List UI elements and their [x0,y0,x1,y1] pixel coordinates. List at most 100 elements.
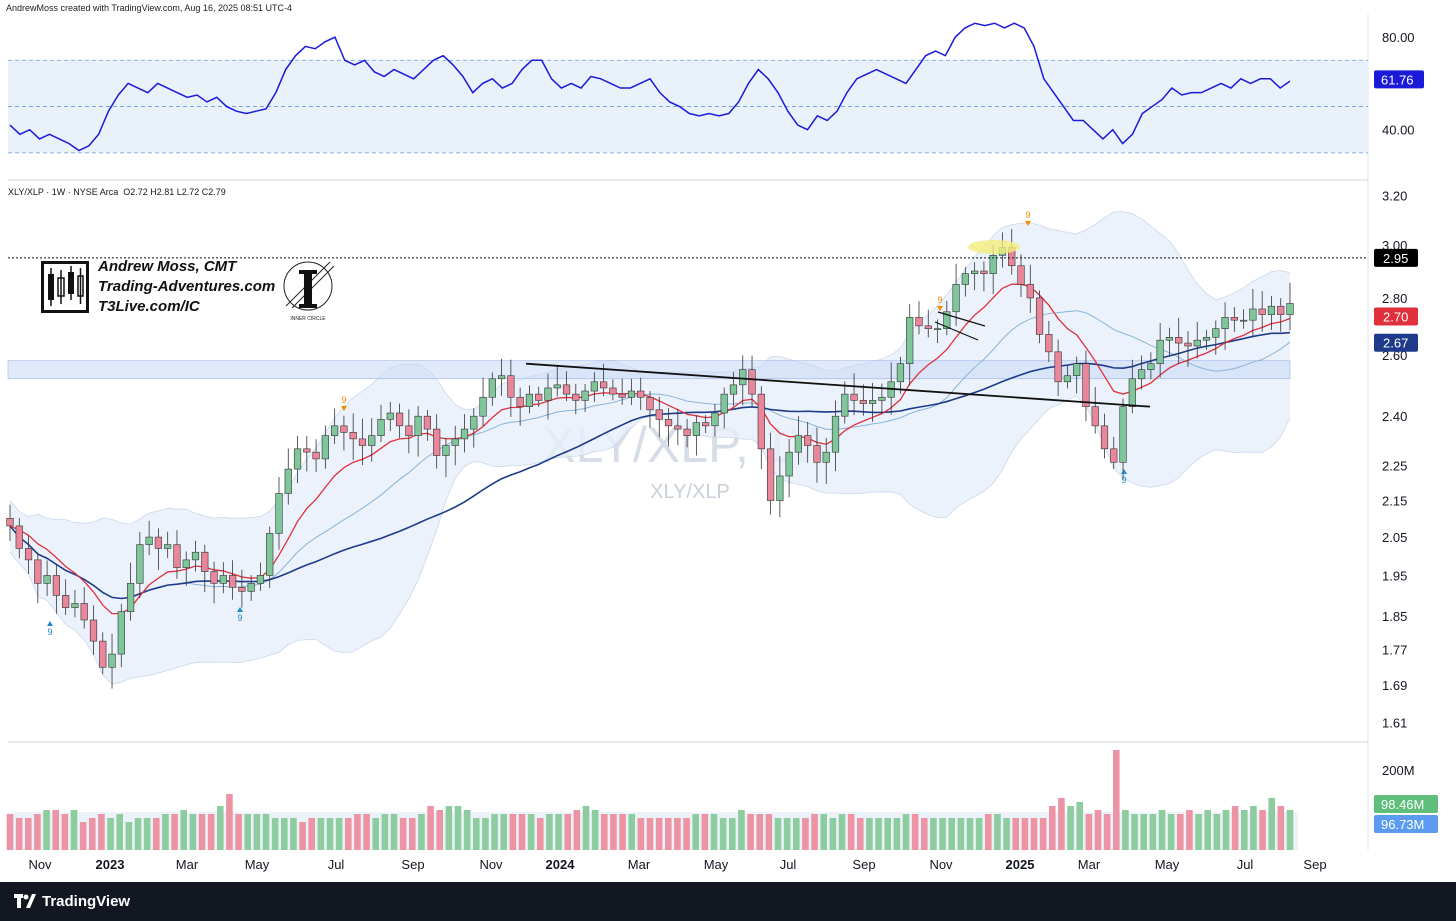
td-count-marker: 9 [1121,469,1127,485]
candle [674,408,682,446]
candle [164,531,172,559]
volume-badge: 96.73M [1374,815,1438,833]
candle [136,532,144,599]
candle [145,520,153,556]
candle-body [1091,406,1099,427]
candle-body [1230,317,1238,321]
volume-bar [152,818,160,850]
td-count-label: 9 [1121,475,1126,485]
candle-body [804,435,812,446]
candle [655,396,663,438]
candle [256,562,265,591]
candle [1277,298,1285,332]
volume-bar [783,818,791,850]
candle-body [822,451,830,463]
time-tick-label: May [1155,857,1180,872]
tradingview-logo[interactable]: TradingView [14,890,130,912]
candle-body [24,548,33,561]
price-tick-label: 2.80 [1382,291,1407,306]
volume-bar [518,814,526,850]
volume-bar [235,814,242,850]
volume-bar [546,814,553,850]
volume-bar [893,818,901,850]
candle [43,560,51,596]
volume-bar [299,822,306,850]
rsi-line [9,22,1291,152]
candle-body [553,384,561,389]
volume-bar [98,814,105,850]
volume-bar [866,818,873,850]
volume-bar [354,814,361,850]
volume-bar [308,818,316,850]
candle-body [609,387,617,395]
candle-body [1017,265,1025,285]
price-tick-label: 1.61 [1382,715,1407,730]
candle [1258,290,1266,332]
volume-bar [344,818,352,850]
candle-body [405,425,413,436]
candle [1045,320,1053,362]
candle [961,267,969,297]
volume-badge-box [1374,795,1438,813]
symbol-legend: XLY/XLP · 1W · NYSE Arca O2.72 H2.81 L2.… [8,187,226,197]
candle [80,587,88,629]
candle-body [1128,378,1136,407]
volume-bar [619,814,626,850]
volume-bar [683,818,690,850]
candle [869,382,877,422]
candle-body [1202,336,1211,341]
volume-bar [1222,810,1230,850]
td-down-arrow-icon [937,306,943,311]
price-badge-box [1374,248,1418,267]
candle-body [80,603,88,621]
candle [219,562,227,594]
candle-body [191,551,200,561]
candle [804,421,812,463]
candle-body [145,536,153,545]
volume-bar [1259,810,1266,850]
volume-bar [271,818,279,850]
candle [321,425,329,469]
candle-body [229,575,237,588]
time-tick-label: Nov [929,857,953,872]
candle-body [1054,351,1062,383]
candle [173,530,181,579]
volume-bar [363,814,370,850]
candle-body [256,575,265,584]
candle [1073,356,1081,394]
candle-body [1026,284,1034,299]
volume-bar [975,818,983,850]
flag-upper-line [937,311,986,327]
candle [6,504,14,541]
candle-body [627,390,636,398]
candle [572,383,580,415]
volume-bar [856,818,864,850]
volume-bar [418,814,425,850]
candle-body [395,412,404,427]
candle-body [34,559,42,584]
candle-body [136,544,144,584]
time-tick-label: Nov [28,857,52,872]
volume-bar [381,814,389,850]
candle [1128,359,1136,414]
candle [126,562,135,621]
candle-body [247,583,255,592]
volume-bar [564,814,572,850]
candle-body [980,270,988,274]
candle [433,414,441,469]
candle [980,261,988,292]
volume-bar [911,814,919,850]
candle-body [423,415,431,430]
volume-bar [1076,802,1084,850]
price-tick-label: 3.20 [1382,189,1407,204]
volume-bar [1021,818,1029,850]
price-badge: 2.95 [1374,248,1418,267]
candle-body [785,451,793,477]
candle-body [637,390,645,398]
time-tick-label: 2025 [1006,857,1035,872]
candle-body [664,419,673,427]
candle [896,356,905,394]
volume-bar [1103,814,1111,850]
volume-bar [884,818,892,850]
